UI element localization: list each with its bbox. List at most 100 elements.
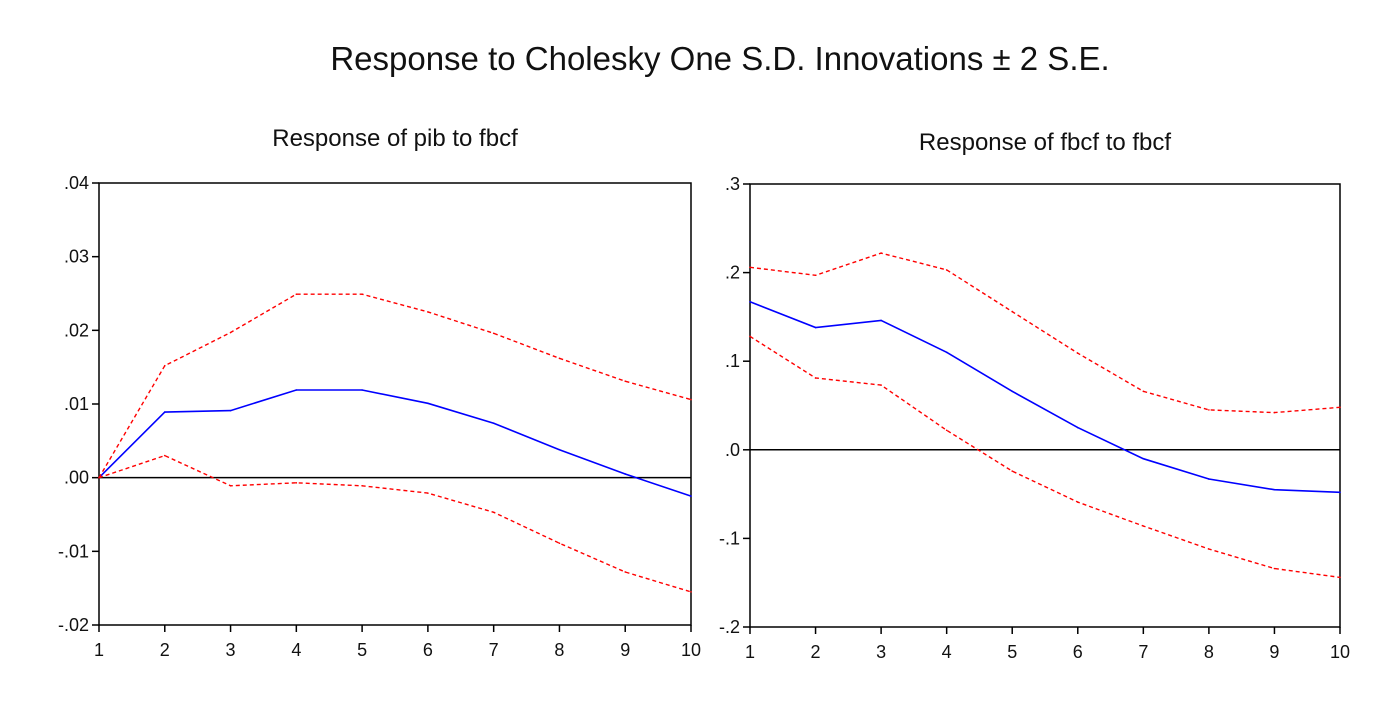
y-tick-label: .3 [725,174,740,194]
data-point-response [624,473,627,475]
data-point-lower [1208,548,1210,550]
x-tick-label: 6 [423,640,433,660]
data-point-upper [295,293,298,296]
data-point-upper [690,398,692,401]
y-tick-label: .02 [64,320,89,340]
x-tick-label: 1 [745,642,755,662]
x-tick-label: 3 [226,640,236,660]
data-point-lower [1142,525,1145,527]
data-point-upper [1142,390,1145,393]
x-tick-label: 3 [876,642,886,662]
x-tick-label: 9 [620,640,630,660]
data-point-lower [1339,576,1341,579]
data-point-upper [163,364,166,367]
plot-frame [98,182,692,626]
data-point-lower [98,476,100,479]
x-tick-label: 2 [160,640,170,660]
x-tick-label: 8 [554,640,564,660]
data-point-upper [1339,406,1341,409]
data-point-response [1142,457,1145,460]
data-point-lower [295,482,298,484]
data-point-lower [1076,501,1079,503]
data-point-lower [163,454,166,457]
series-line-upper [98,293,692,479]
data-point-upper [492,332,495,335]
x-tick-label: 2 [811,642,821,662]
x-tick-label: 5 [1007,642,1017,662]
data-point-upper [427,311,429,313]
data-point-response [1273,488,1276,491]
data-point-lower [229,484,232,487]
x-tick-label: 4 [291,640,301,660]
data-point-upper [624,380,627,382]
data-point-upper [558,357,561,360]
data-point-upper [229,331,232,334]
y-tick-label: .04 [64,173,89,193]
data-point-response [427,402,429,405]
data-point-lower [814,377,817,379]
x-tick-label: 8 [1204,642,1214,662]
series-line-response [98,389,692,497]
figure-title: Response to Cholesky One S.D. Innovation… [330,40,1110,77]
data-point-lower [427,492,429,494]
y-tick-label: .01 [64,394,89,414]
data-point-response [1076,426,1079,429]
series-line-upper [749,252,1341,414]
data-point-response [749,301,751,303]
data-point-response [1339,491,1341,494]
panel-fbcf-to-fbcf: Response of fbcf to fbcf .3.2.1.0-.1-.21… [719,129,1350,662]
x-tick-label: 9 [1269,642,1279,662]
data-point-response [814,326,817,329]
x-tick-label: 5 [357,640,367,660]
x-tick-label: 7 [1138,642,1148,662]
data-point-response [295,389,298,391]
y-tick-label: .0 [725,440,740,460]
data-point-response [361,389,363,391]
y-tick-label: .00 [64,468,89,488]
data-point-lower [558,542,561,545]
data-point-response [690,495,692,497]
x-tick-label: 4 [942,642,952,662]
data-point-lower [492,511,495,514]
data-point-upper [880,252,882,254]
y-tick-label: .2 [725,263,740,283]
y-tick-label: -.1 [719,528,740,548]
data-point-response [945,351,948,354]
y-tick-label: -.2 [719,617,740,637]
x-tick-label: 7 [489,640,499,660]
series-line-lower [749,335,1341,579]
data-point-response [880,319,882,322]
panel-pib-to-fbcf: Response of pib to fbcf .04 .03 .02 .01 .00 -… [58,125,701,660]
data-point-upper [1208,409,1210,411]
data-point-upper [361,293,363,296]
data-point-response [1011,390,1014,393]
y-tick-label: .03 [64,247,89,267]
plot-frame [749,183,1341,628]
data-point-upper [1273,411,1276,414]
y-tick-label: .1 [725,351,740,371]
data-point-response [492,422,495,424]
data-point-lower [361,484,363,487]
series-line-response [749,301,1341,494]
y-tick-label: -.01 [58,541,89,561]
data-point-response [1208,478,1210,480]
data-point-upper [749,266,751,269]
data-point-lower [624,571,627,573]
data-point-response [163,411,166,413]
data-point-lower [1011,470,1014,472]
series-line-lower [98,454,692,593]
panel-title: Response of fbcf to fbcf [919,129,1171,156]
data-point-lower [880,384,882,386]
x-tick-label: 1 [94,640,104,660]
data-point-lower [1273,567,1276,570]
data-point-lower [749,335,751,338]
data-point-response [229,409,232,412]
data-point-upper [945,269,948,271]
data-point-upper [814,274,817,277]
data-point-lower [945,429,948,432]
x-tick-label: 10 [1330,642,1350,662]
data-point-upper [1011,310,1014,313]
data-point-response [558,448,561,451]
y-tick-label: -.02 [58,615,89,635]
